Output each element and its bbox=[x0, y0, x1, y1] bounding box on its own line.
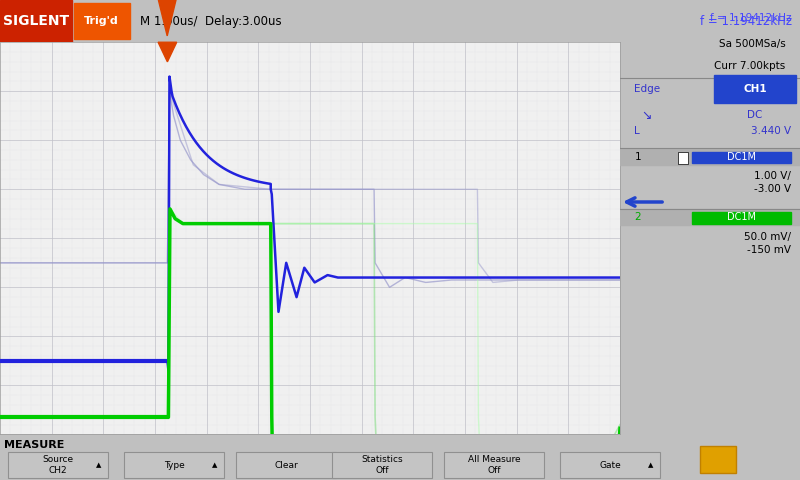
Text: Source
CH2: Source CH2 bbox=[42, 456, 74, 476]
Text: MEASURE: MEASURE bbox=[4, 440, 64, 450]
Text: Type: Type bbox=[164, 461, 184, 470]
Text: L: L bbox=[634, 126, 640, 136]
Bar bbox=[124, 452, 224, 478]
Text: f = 1.19412kHz: f = 1.19412kHz bbox=[710, 13, 791, 23]
Text: ▲: ▲ bbox=[96, 462, 102, 468]
Bar bbox=[620, 208, 800, 225]
Text: -150 mV: -150 mV bbox=[747, 245, 791, 255]
Text: 1: 1 bbox=[634, 152, 641, 162]
Text: Curr 7.00kpts: Curr 7.00kpts bbox=[714, 61, 786, 71]
Text: 3.440 V: 3.440 V bbox=[751, 126, 791, 136]
Text: All Measure
Off: All Measure Off bbox=[468, 456, 520, 476]
Text: DC1M: DC1M bbox=[727, 152, 756, 162]
Bar bbox=[700, 446, 736, 473]
Bar bbox=[444, 452, 544, 478]
Text: 1.00 V/: 1.00 V/ bbox=[754, 171, 791, 181]
Text: ↘: ↘ bbox=[642, 108, 652, 121]
Text: Gate: Gate bbox=[599, 461, 621, 470]
Text: CH1: CH1 bbox=[743, 84, 767, 94]
Bar bbox=[678, 152, 688, 164]
Bar bbox=[714, 75, 796, 103]
Bar bbox=[332, 452, 432, 478]
Text: 50.0 mV/: 50.0 mV/ bbox=[744, 232, 791, 242]
Text: Trig'd: Trig'd bbox=[84, 16, 119, 26]
Text: ▲: ▲ bbox=[648, 462, 654, 468]
Bar bbox=[620, 149, 800, 165]
Bar bbox=[692, 212, 791, 224]
Polygon shape bbox=[158, 42, 177, 62]
Text: -3.00 V: -3.00 V bbox=[754, 184, 791, 194]
Text: Edge: Edge bbox=[634, 84, 661, 94]
Bar bbox=[692, 153, 791, 163]
Text: SIGLENT: SIGLENT bbox=[3, 14, 69, 28]
Polygon shape bbox=[158, 0, 176, 36]
Text: M 1.00us/  Delay:3.00us: M 1.00us/ Delay:3.00us bbox=[140, 14, 282, 28]
Text: ▲: ▲ bbox=[212, 462, 218, 468]
Text: f = 1.19412kHz: f = 1.19412kHz bbox=[700, 14, 792, 28]
Text: 2: 2 bbox=[634, 212, 641, 222]
Bar bbox=[236, 452, 336, 478]
Bar bbox=[74, 3, 130, 39]
Text: Sa 500MSa/s: Sa 500MSa/s bbox=[719, 39, 786, 49]
Text: DC: DC bbox=[747, 110, 762, 120]
Text: Clear: Clear bbox=[274, 461, 298, 470]
Bar bbox=[560, 452, 660, 478]
Text: Statistics
Off: Statistics Off bbox=[361, 456, 403, 476]
Bar bbox=[8, 452, 108, 478]
Bar bbox=[0, 0, 72, 42]
Text: DC1M: DC1M bbox=[727, 212, 756, 222]
